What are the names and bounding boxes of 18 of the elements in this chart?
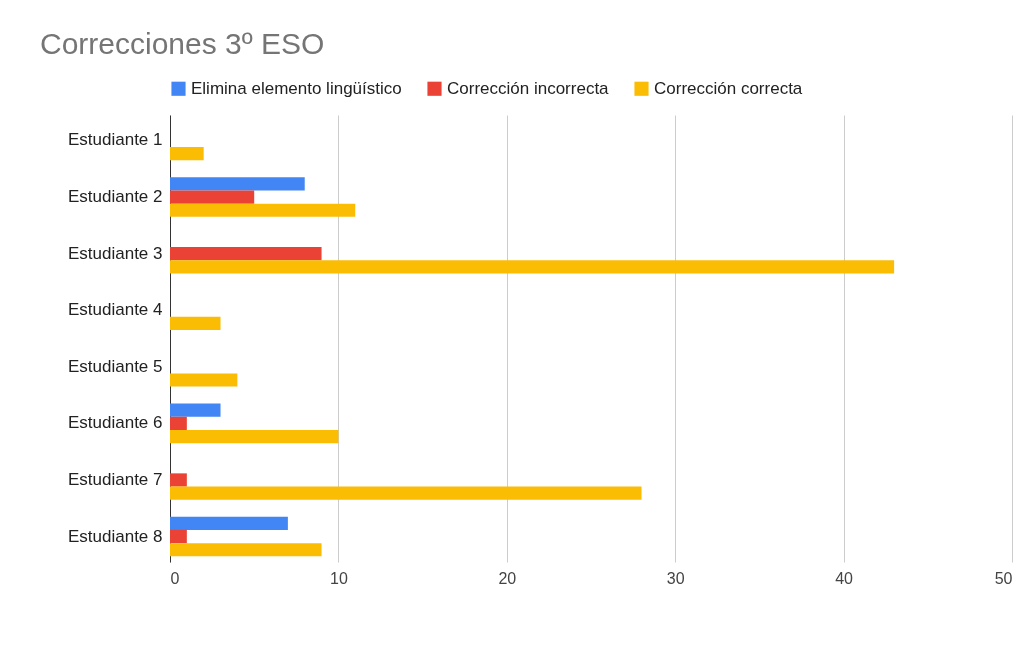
x-tick-label: 40: [835, 569, 854, 587]
x-tick-label: 10: [330, 569, 348, 587]
y-tick-label: Estudiante 6: [67, 413, 163, 433]
legend-label: Elimina elemento lingüístico: [191, 78, 402, 98]
y-tick-label: Estudiante 7: [67, 469, 163, 489]
chart-title: Correcciones 3º ESO: [40, 27, 325, 60]
y-tick-label: Estudiante 5: [67, 356, 163, 376]
x-tick-label: 0: [170, 569, 180, 587]
y-tick-label: Estudiante 3: [67, 243, 163, 263]
y-tick-label: Estudiante 1: [67, 130, 163, 150]
x-tick-label: 20: [498, 569, 517, 587]
y-tick-label: Estudiante 8: [67, 526, 163, 546]
legend-label: Corrección incorrecta: [447, 78, 610, 98]
x-tick-label: 30: [666, 569, 685, 587]
legend-label: Corrección correcta: [654, 78, 803, 98]
y-tick-label: Estudiante 2: [67, 187, 163, 207]
x-tick-label: 50: [994, 569, 1013, 587]
y-tick-label: Estudiante 4: [67, 300, 163, 320]
